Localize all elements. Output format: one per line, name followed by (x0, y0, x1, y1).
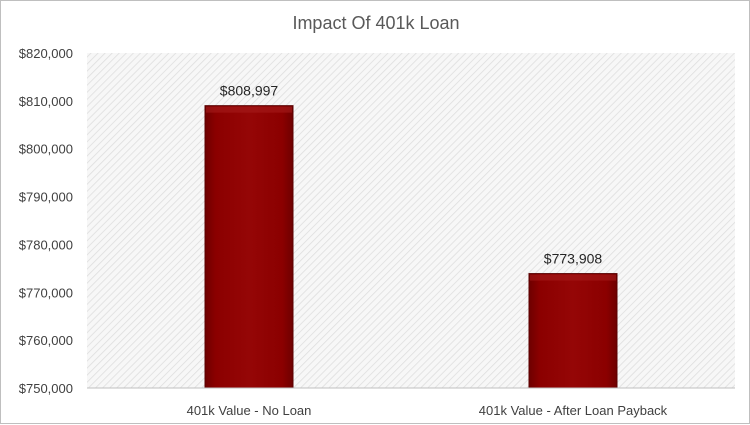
bar (204, 105, 294, 389)
bar-series (204, 105, 618, 389)
y-axis-tick-labels: $750,000 $760,000 $770,000 $780,000 $790,000… (19, 46, 73, 396)
data-labels: $808,997 $773,908 (220, 83, 603, 267)
y-tick-label: $800,000 (19, 142, 73, 157)
bar-bevel (206, 106, 292, 113)
bar-data-label: $808,997 (220, 83, 279, 99)
y-tick-label: $770,000 (19, 285, 73, 300)
bar (528, 273, 618, 389)
x-category-label: 401k Value - No Loan (187, 403, 312, 418)
y-tick-label: $810,000 (19, 94, 73, 109)
bar-data-label: $773,908 (544, 251, 603, 267)
bar-bevel (530, 274, 616, 281)
y-tick-label: $820,000 (19, 46, 73, 61)
plot-area (87, 53, 735, 388)
y-tick-label: $790,000 (19, 190, 73, 205)
x-axis-category-labels: 401k Value - No Loan 401k Value - After L… (187, 403, 668, 418)
y-tick-label: $750,000 (19, 381, 73, 396)
chart-title: Impact Of 401k Loan (292, 13, 459, 33)
y-tick-label: $760,000 (19, 333, 73, 348)
y-tick-label: $780,000 (19, 237, 73, 252)
x-category-label: 401k Value - After Loan Payback (479, 403, 668, 418)
